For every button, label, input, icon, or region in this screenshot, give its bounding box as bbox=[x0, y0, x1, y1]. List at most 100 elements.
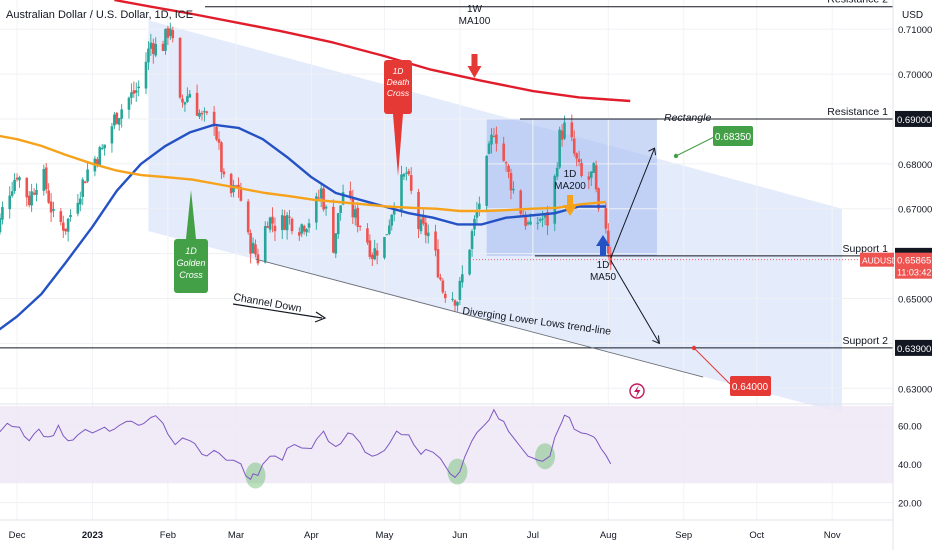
ma50-line bbox=[0, 123, 606, 331]
candle-body bbox=[461, 274, 464, 283]
candle-body bbox=[424, 222, 428, 236]
candle-body bbox=[439, 277, 442, 280]
time-tick-label: May bbox=[375, 530, 393, 541]
candle-body bbox=[18, 177, 21, 181]
candle-body bbox=[222, 171, 226, 175]
candle-body bbox=[487, 143, 491, 154]
projection-down-line bbox=[610, 260, 660, 344]
death-cross-label: Cross bbox=[387, 88, 410, 98]
candle-body bbox=[375, 250, 379, 256]
candle-body bbox=[183, 102, 187, 105]
golden-cross-pointer bbox=[186, 190, 196, 239]
candle-body bbox=[115, 112, 119, 124]
rsi-band bbox=[0, 405, 893, 484]
candle-body bbox=[27, 195, 31, 206]
candle-body bbox=[388, 225, 391, 234]
candle-body bbox=[200, 112, 204, 115]
channel-label: Channel Down bbox=[232, 291, 302, 315]
candle-body bbox=[458, 280, 462, 300]
rsi-tick-label: 20.00 bbox=[898, 499, 922, 510]
level-label: Resistance 1 bbox=[827, 106, 888, 118]
rsi-tick-label: 60.00 bbox=[898, 421, 922, 432]
candle-body bbox=[288, 216, 291, 218]
ma50-arrow-icon bbox=[596, 235, 610, 256]
candle-body bbox=[529, 221, 532, 225]
candle-body bbox=[426, 232, 430, 237]
price-tick-label: 0.71000 bbox=[898, 25, 932, 36]
ma100-note: MA100 bbox=[459, 16, 491, 27]
price-tick-label: 0.70000 bbox=[898, 70, 932, 81]
candle-body bbox=[580, 163, 583, 176]
target-down-connector bbox=[693, 347, 731, 385]
candle-body bbox=[103, 144, 106, 149]
candle-body bbox=[592, 163, 596, 173]
candle-body bbox=[536, 222, 540, 224]
candle-body bbox=[512, 188, 515, 191]
candle-body bbox=[538, 219, 542, 221]
target-down-box bbox=[730, 376, 771, 396]
candle-body bbox=[546, 212, 549, 226]
golden-cross-label: Golden bbox=[176, 258, 205, 268]
candle-body bbox=[409, 175, 413, 191]
candle-body bbox=[47, 190, 50, 203]
currency-label[interactable]: USD bbox=[902, 10, 924, 21]
candle-body bbox=[64, 228, 67, 232]
time-tick-label: Sep bbox=[675, 530, 692, 541]
candle-body bbox=[263, 226, 267, 263]
level-price-tag bbox=[895, 339, 932, 356]
candle-body bbox=[229, 173, 233, 194]
candle-body bbox=[324, 206, 328, 209]
candle-body bbox=[468, 249, 471, 275]
last-price-tag bbox=[895, 252, 932, 279]
candle-body bbox=[69, 215, 72, 218]
golden-cross-label: 1D bbox=[185, 246, 197, 256]
death-cross-label: 1D bbox=[393, 66, 404, 76]
candle-body bbox=[604, 208, 608, 229]
candle-body bbox=[358, 226, 362, 228]
candle-body bbox=[144, 61, 148, 89]
candle-body bbox=[339, 205, 342, 213]
death-cross-label: Death bbox=[387, 77, 410, 87]
candle-body bbox=[417, 191, 420, 229]
candle-body bbox=[251, 242, 255, 254]
candle-body bbox=[349, 190, 352, 199]
candle-body bbox=[543, 213, 547, 218]
candle-body bbox=[524, 215, 527, 226]
price-tick-label: 0.68000 bbox=[898, 160, 932, 171]
candle-body bbox=[256, 254, 260, 264]
ma100-note: 1W bbox=[467, 4, 483, 15]
candle-body bbox=[130, 92, 133, 98]
candle-body bbox=[268, 217, 272, 230]
ma200-note: 1D bbox=[564, 169, 577, 180]
target-down-dot bbox=[691, 345, 697, 351]
candle-body bbox=[171, 30, 175, 39]
rectangle-label: Rectangle bbox=[664, 112, 711, 124]
candle-body bbox=[32, 192, 36, 195]
death-cross-box bbox=[384, 60, 412, 114]
candle-body bbox=[456, 301, 459, 306]
candle-body bbox=[81, 179, 85, 197]
level-price-text: 0.63900 bbox=[897, 344, 931, 355]
candle-body bbox=[419, 219, 423, 232]
candle-body bbox=[42, 169, 46, 191]
candle-body bbox=[98, 147, 102, 167]
candle-body bbox=[519, 190, 523, 214]
candle-body bbox=[96, 159, 99, 165]
projection-up-arrowhead bbox=[648, 147, 657, 156]
candle-body bbox=[492, 136, 496, 138]
candle-body bbox=[587, 176, 591, 180]
candle-body bbox=[370, 254, 374, 259]
candle-body bbox=[526, 222, 530, 225]
candle-body bbox=[317, 197, 321, 199]
time-tick-label: Jul bbox=[527, 530, 539, 541]
candle-body bbox=[285, 215, 289, 231]
time-tick-label: Dec bbox=[9, 530, 26, 541]
candle-body bbox=[266, 226, 269, 228]
time-tick-label: Nov bbox=[824, 530, 841, 541]
candle-body bbox=[570, 122, 574, 138]
candle-body bbox=[336, 213, 340, 235]
time-tick-label: Apr bbox=[304, 530, 319, 541]
projection-down-arrowhead bbox=[652, 335, 661, 345]
